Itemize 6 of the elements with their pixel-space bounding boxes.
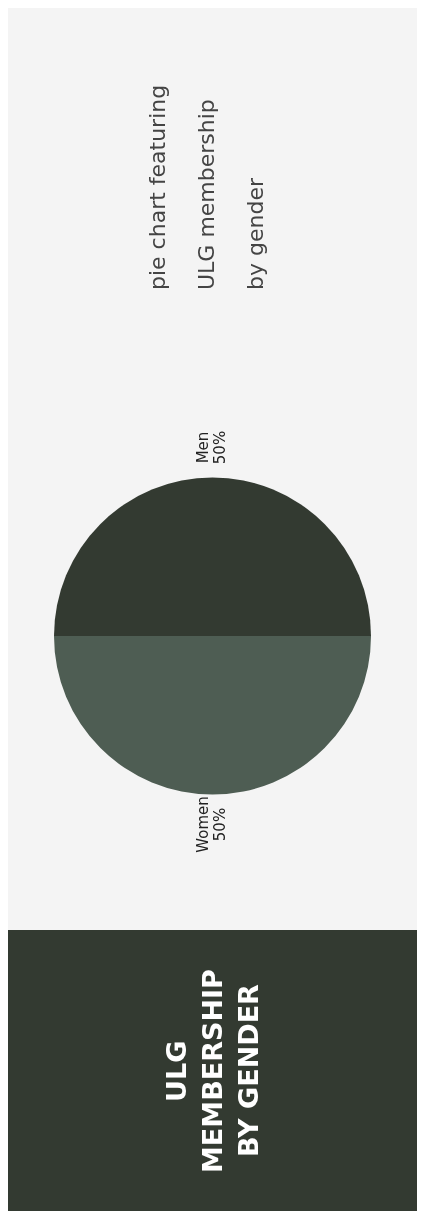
slice-label: Women xyxy=(193,796,212,853)
text: ULG MEMBERSHIP BY GENDER xyxy=(159,967,265,1175)
text: pie chart featuring ULG membership by gender xyxy=(144,83,269,290)
data-label: 50% xyxy=(210,430,229,465)
slice-label: Men xyxy=(193,431,212,464)
data-label: 50% xyxy=(210,807,229,842)
